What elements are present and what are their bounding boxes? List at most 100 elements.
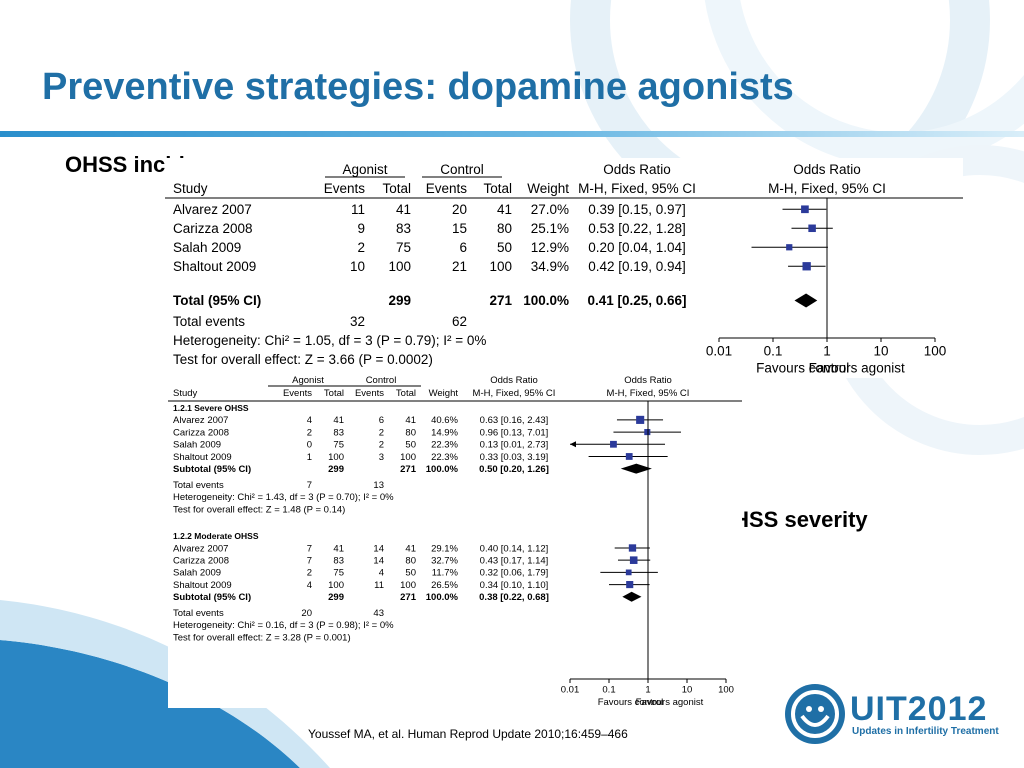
header-method: M-H, Fixed, 95% CI <box>578 181 696 196</box>
header-weight: Weight <box>527 181 569 196</box>
cell-weight: 29.1% <box>431 543 458 554</box>
header-total: Total <box>396 388 416 399</box>
pooled-diamond <box>622 591 642 602</box>
cell-total: 80 <box>405 556 416 567</box>
x-tick-label: 1 <box>645 685 650 696</box>
x-tick-label: 100 <box>924 344 947 359</box>
uit-logo-icon <box>785 684 845 744</box>
cell-weight: 22.3% <box>431 452 458 463</box>
study-point <box>801 205 809 214</box>
cell-total: 83 <box>333 427 344 438</box>
heterogeneity-text: Heterogeneity: Chi² = 0.16, df = 3 (P = … <box>173 620 394 631</box>
cell-total: 83 <box>396 221 411 236</box>
pooled-diamond <box>794 293 818 308</box>
cell-ci: 0.32 [0.06, 1.79] <box>480 568 549 579</box>
cell-total: 41 <box>396 202 411 217</box>
total-label: Total (95% CI) <box>173 293 261 308</box>
header-total: Total <box>483 181 512 196</box>
header-events: Events <box>426 181 468 196</box>
study-point <box>625 453 633 460</box>
cell-ci: 0.39 [0.15, 0.97] <box>588 202 686 217</box>
cell-events: 14 <box>373 556 384 567</box>
cell-weight: 14.9% <box>431 427 458 438</box>
study-label: Carizza 2008 <box>173 556 229 567</box>
cell-total: 50 <box>405 440 416 451</box>
study-label: Salah 2009 <box>173 440 221 451</box>
cell-ci: 0.96 [0.13, 7.01] <box>480 427 549 438</box>
cell-events: 21 <box>452 259 467 274</box>
cell-events: 11 <box>351 202 365 217</box>
study-label: Carizza 2008 <box>173 221 253 236</box>
cell-ci: 0.50 [0.20, 1.26] <box>479 464 549 475</box>
cell-ci: 0.20 [0.04, 1.04] <box>588 240 686 255</box>
citation: Youssef MA, et al. Human Reprod Update 2… <box>308 727 628 741</box>
cell-total: 41 <box>497 202 512 217</box>
cell-total: 271 <box>400 592 417 603</box>
cell-total: 83 <box>333 556 344 567</box>
study-label: Salah 2009 <box>173 240 241 255</box>
cell-ci: 0.38 [0.22, 0.68] <box>479 592 549 603</box>
x-tick-label: 1 <box>823 344 831 359</box>
cell-events: 3 <box>379 452 384 463</box>
study-point <box>786 244 793 251</box>
cell-ci: 0.40 [0.14, 1.12] <box>480 543 549 554</box>
header-odds-ratio-plot: Odds Ratio <box>793 162 861 177</box>
favours-left-label: Favours control <box>598 697 663 708</box>
study-point <box>629 556 638 564</box>
cell-events: 20 <box>452 202 467 217</box>
cell-total: 299 <box>388 293 411 308</box>
cell-total: 100 <box>328 580 344 591</box>
cell-ci: 0.43 [0.17, 1.14] <box>480 556 549 567</box>
cell-ci: 0.34 [0.10, 1.10] <box>480 580 549 591</box>
cell-events: 7 <box>307 543 312 554</box>
study-point <box>636 415 645 424</box>
study-label: Shaltout 2009 <box>173 580 232 591</box>
x-tick-label: 10 <box>873 344 888 359</box>
cell-events: 2 <box>307 427 312 438</box>
cell-ci: 0.53 [0.22, 1.28] <box>588 221 686 236</box>
incidence-forest-panel: Agonist Control Odds Ratio Odds Ratio Study E… <box>165 158 963 378</box>
cell-total: 75 <box>333 568 344 579</box>
cell-weight: 32.7% <box>431 556 458 567</box>
cell-total: 75 <box>333 440 344 451</box>
study-point <box>808 224 816 233</box>
cell-events: 10 <box>350 259 365 274</box>
study-label: Alvarez 2007 <box>173 202 252 217</box>
heterogeneity-text: Heterogeneity: Chi² = 1.05, df = 3 (P = … <box>173 333 486 348</box>
total-label: Subtotal (95% CI) <box>173 464 251 475</box>
header-method: M-H, Fixed, 95% CI <box>768 181 886 196</box>
subgroup-title: 1.2.1 Severe OHSS <box>173 403 249 413</box>
severity-forest-panel: Agonist Control Odds Ratio Odds Ratio Study E… <box>168 372 742 708</box>
cell-ci: 0.42 [0.19, 0.94] <box>588 259 686 274</box>
cell-weight: 100.0% <box>426 592 459 603</box>
subgroup-title: 1.2.2 Moderate OHSS <box>173 531 259 541</box>
cell-weight: 100.0% <box>523 293 569 308</box>
slide-title: Preventive strategies: dopamine agonists <box>42 66 794 108</box>
cell-events: 11 <box>374 580 384 591</box>
cell-weight: 100.0% <box>426 464 459 475</box>
header-control: Control <box>366 375 397 386</box>
cell-weight: 34.9% <box>531 259 569 274</box>
cell-total: 50 <box>405 568 416 579</box>
cell-total: 100 <box>400 580 416 591</box>
x-tick-label: 0.1 <box>602 685 615 696</box>
cell-weight: 26.5% <box>431 580 458 591</box>
cell-total: 100 <box>400 452 416 463</box>
header-study: Study <box>173 388 198 399</box>
total-events-value: 20 <box>301 608 312 619</box>
header-events: Events <box>324 181 366 196</box>
study-point <box>625 569 632 576</box>
cell-ci: 0.41 [0.25, 0.66] <box>587 293 686 308</box>
incidence-forest-plot: Agonist Control Odds Ratio Odds Ratio Study E… <box>165 162 963 375</box>
header-agonist: Agonist <box>292 375 324 386</box>
study-label: Salah 2009 <box>173 568 221 579</box>
cell-events: 4 <box>307 415 312 426</box>
x-tick-label: 0.01 <box>706 344 732 359</box>
cell-total: 41 <box>333 543 344 554</box>
cell-events: 9 <box>357 221 365 236</box>
favours-right-label: Favours agonist <box>809 360 905 375</box>
study-point <box>644 429 651 436</box>
header-method: M-H, Fixed, 95% CI <box>607 388 690 399</box>
cell-events: 2 <box>357 240 365 255</box>
cell-total: 41 <box>405 415 416 426</box>
